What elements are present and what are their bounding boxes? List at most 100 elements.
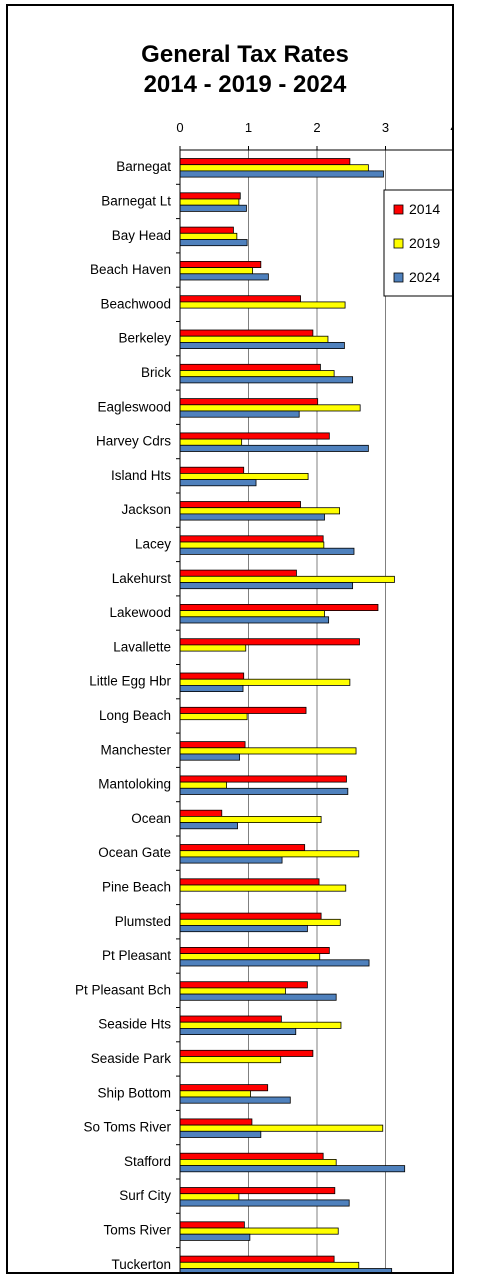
bar-2019 — [179, 1261, 360, 1269]
bar-2014 — [179, 1255, 335, 1263]
category-label: Ship Bottom — [97, 1085, 171, 1100]
bar-2014 — [179, 1152, 324, 1160]
bar-2024 — [179, 1096, 291, 1104]
bar-2019 — [179, 507, 341, 515]
bar-2019 — [179, 1090, 251, 1098]
x-tick-label: 0 — [176, 120, 183, 135]
category-label: Stafford — [124, 1154, 171, 1169]
bar-2019 — [179, 713, 248, 721]
legend: 2014 2019 2024 — [383, 189, 452, 297]
bar-2019 — [179, 816, 322, 824]
legend-label: 2014 — [409, 201, 440, 217]
category-label: Ocean — [131, 811, 171, 826]
bar-2014 — [179, 569, 297, 577]
bar-2019 — [179, 472, 309, 480]
bar-2024 — [179, 204, 247, 212]
bar-2014 — [179, 947, 330, 955]
x-tick-label: 4 — [450, 120, 452, 135]
bar-2019 — [179, 850, 360, 858]
category-label: Toms River — [103, 1222, 171, 1237]
category-label: Bay Head — [112, 228, 171, 243]
bar-2019 — [179, 884, 347, 892]
bar-2019 — [179, 1056, 282, 1064]
category-label: Lavallette — [113, 639, 171, 654]
bar-2024 — [179, 1199, 350, 1207]
bar-2024 — [179, 376, 354, 384]
legend-swatch — [393, 204, 404, 215]
bar-2024 — [179, 856, 283, 864]
category-label: Beach Haven — [90, 262, 171, 277]
bar-2019 — [179, 198, 240, 206]
bar-2019 — [179, 953, 321, 961]
category-label: Ocean Gate — [98, 845, 171, 860]
category-label: Pt Pleasant Bch — [75, 982, 171, 997]
bar-2014 — [179, 295, 301, 303]
bar-2014 — [179, 775, 347, 783]
category-label: Beachwood — [100, 296, 171, 311]
bar-2014 — [179, 844, 306, 852]
category-label: Seaside Hts — [98, 1017, 171, 1032]
category-label: Surf City — [119, 1188, 171, 1203]
x-tick-label: 3 — [382, 120, 389, 135]
category-label: So Toms River — [83, 1120, 171, 1135]
bar-2019 — [179, 232, 238, 240]
bar-2014 — [179, 981, 308, 989]
bar-2019 — [179, 301, 346, 309]
legend-swatch — [393, 238, 404, 249]
bar-2024 — [179, 1268, 393, 1272]
bar-2024 — [179, 616, 330, 624]
legend-swatch — [393, 272, 404, 283]
bar-2024 — [179, 685, 244, 693]
category-label: Barnegat Lt — [101, 193, 171, 208]
bar-2019 — [179, 541, 325, 549]
bar-2014 — [179, 329, 314, 337]
x-tick-labels: 0 1 2 3 4 — [176, 120, 452, 150]
bar-2019 — [179, 335, 329, 343]
bar-2014 — [179, 260, 262, 268]
legend-label: 2024 — [409, 269, 440, 285]
bar-2019 — [179, 370, 335, 378]
bar-2014 — [179, 501, 301, 509]
bar-2019 — [179, 610, 325, 618]
bar-2024 — [179, 1165, 406, 1173]
bar-2014 — [179, 1221, 245, 1229]
bar-2019 — [179, 781, 227, 789]
category-label: Lacey — [135, 536, 171, 551]
bar-2014 — [179, 192, 241, 200]
bar-2024 — [179, 273, 269, 281]
bar-2014 — [179, 535, 324, 543]
bar-2014 — [179, 466, 245, 474]
bar-2019 — [179, 1227, 339, 1235]
bar-2024 — [179, 1028, 297, 1036]
bar-2014 — [179, 638, 360, 646]
bar-2019 — [179, 678, 351, 686]
category-label: Seaside Park — [91, 1051, 172, 1066]
bar-2014 — [179, 1049, 314, 1057]
bar-2024 — [179, 959, 370, 967]
bar-2019 — [179, 1193, 240, 1201]
bar-2019 — [179, 1124, 384, 1132]
bar-2019 — [179, 438, 243, 446]
category-label: Pine Beach — [102, 879, 171, 894]
chart-subtitle: 2014 - 2019 - 2024 — [144, 71, 347, 98]
bars — [179, 158, 406, 1272]
axes — [179, 149, 452, 1272]
bar-2024 — [179, 787, 349, 795]
category-label: Harvey Cdrs — [96, 434, 171, 449]
x-tick-label: 2 — [313, 120, 320, 135]
bar-2019 — [179, 644, 247, 652]
chart-frame: General Tax Rates 2014 - 2019 - 2024 0 1 2… — [6, 4, 454, 1274]
bar-2024 — [179, 547, 355, 555]
bar-2024 — [179, 822, 238, 830]
category-label: Pt Pleasant — [102, 948, 171, 963]
bar-2024 — [179, 925, 308, 933]
bar-2014 — [179, 672, 245, 680]
bar-2014 — [179, 158, 351, 166]
category-label: Jackson — [121, 502, 171, 517]
bar-2014 — [179, 226, 234, 234]
bar-2014 — [179, 363, 321, 371]
bar-chart: General Tax Rates 2014 - 2019 - 2024 0 1 2… — [75, 41, 452, 1272]
legend-label: 2019 — [409, 235, 440, 251]
bar-2019 — [179, 1021, 342, 1029]
bar-2024 — [179, 479, 257, 487]
